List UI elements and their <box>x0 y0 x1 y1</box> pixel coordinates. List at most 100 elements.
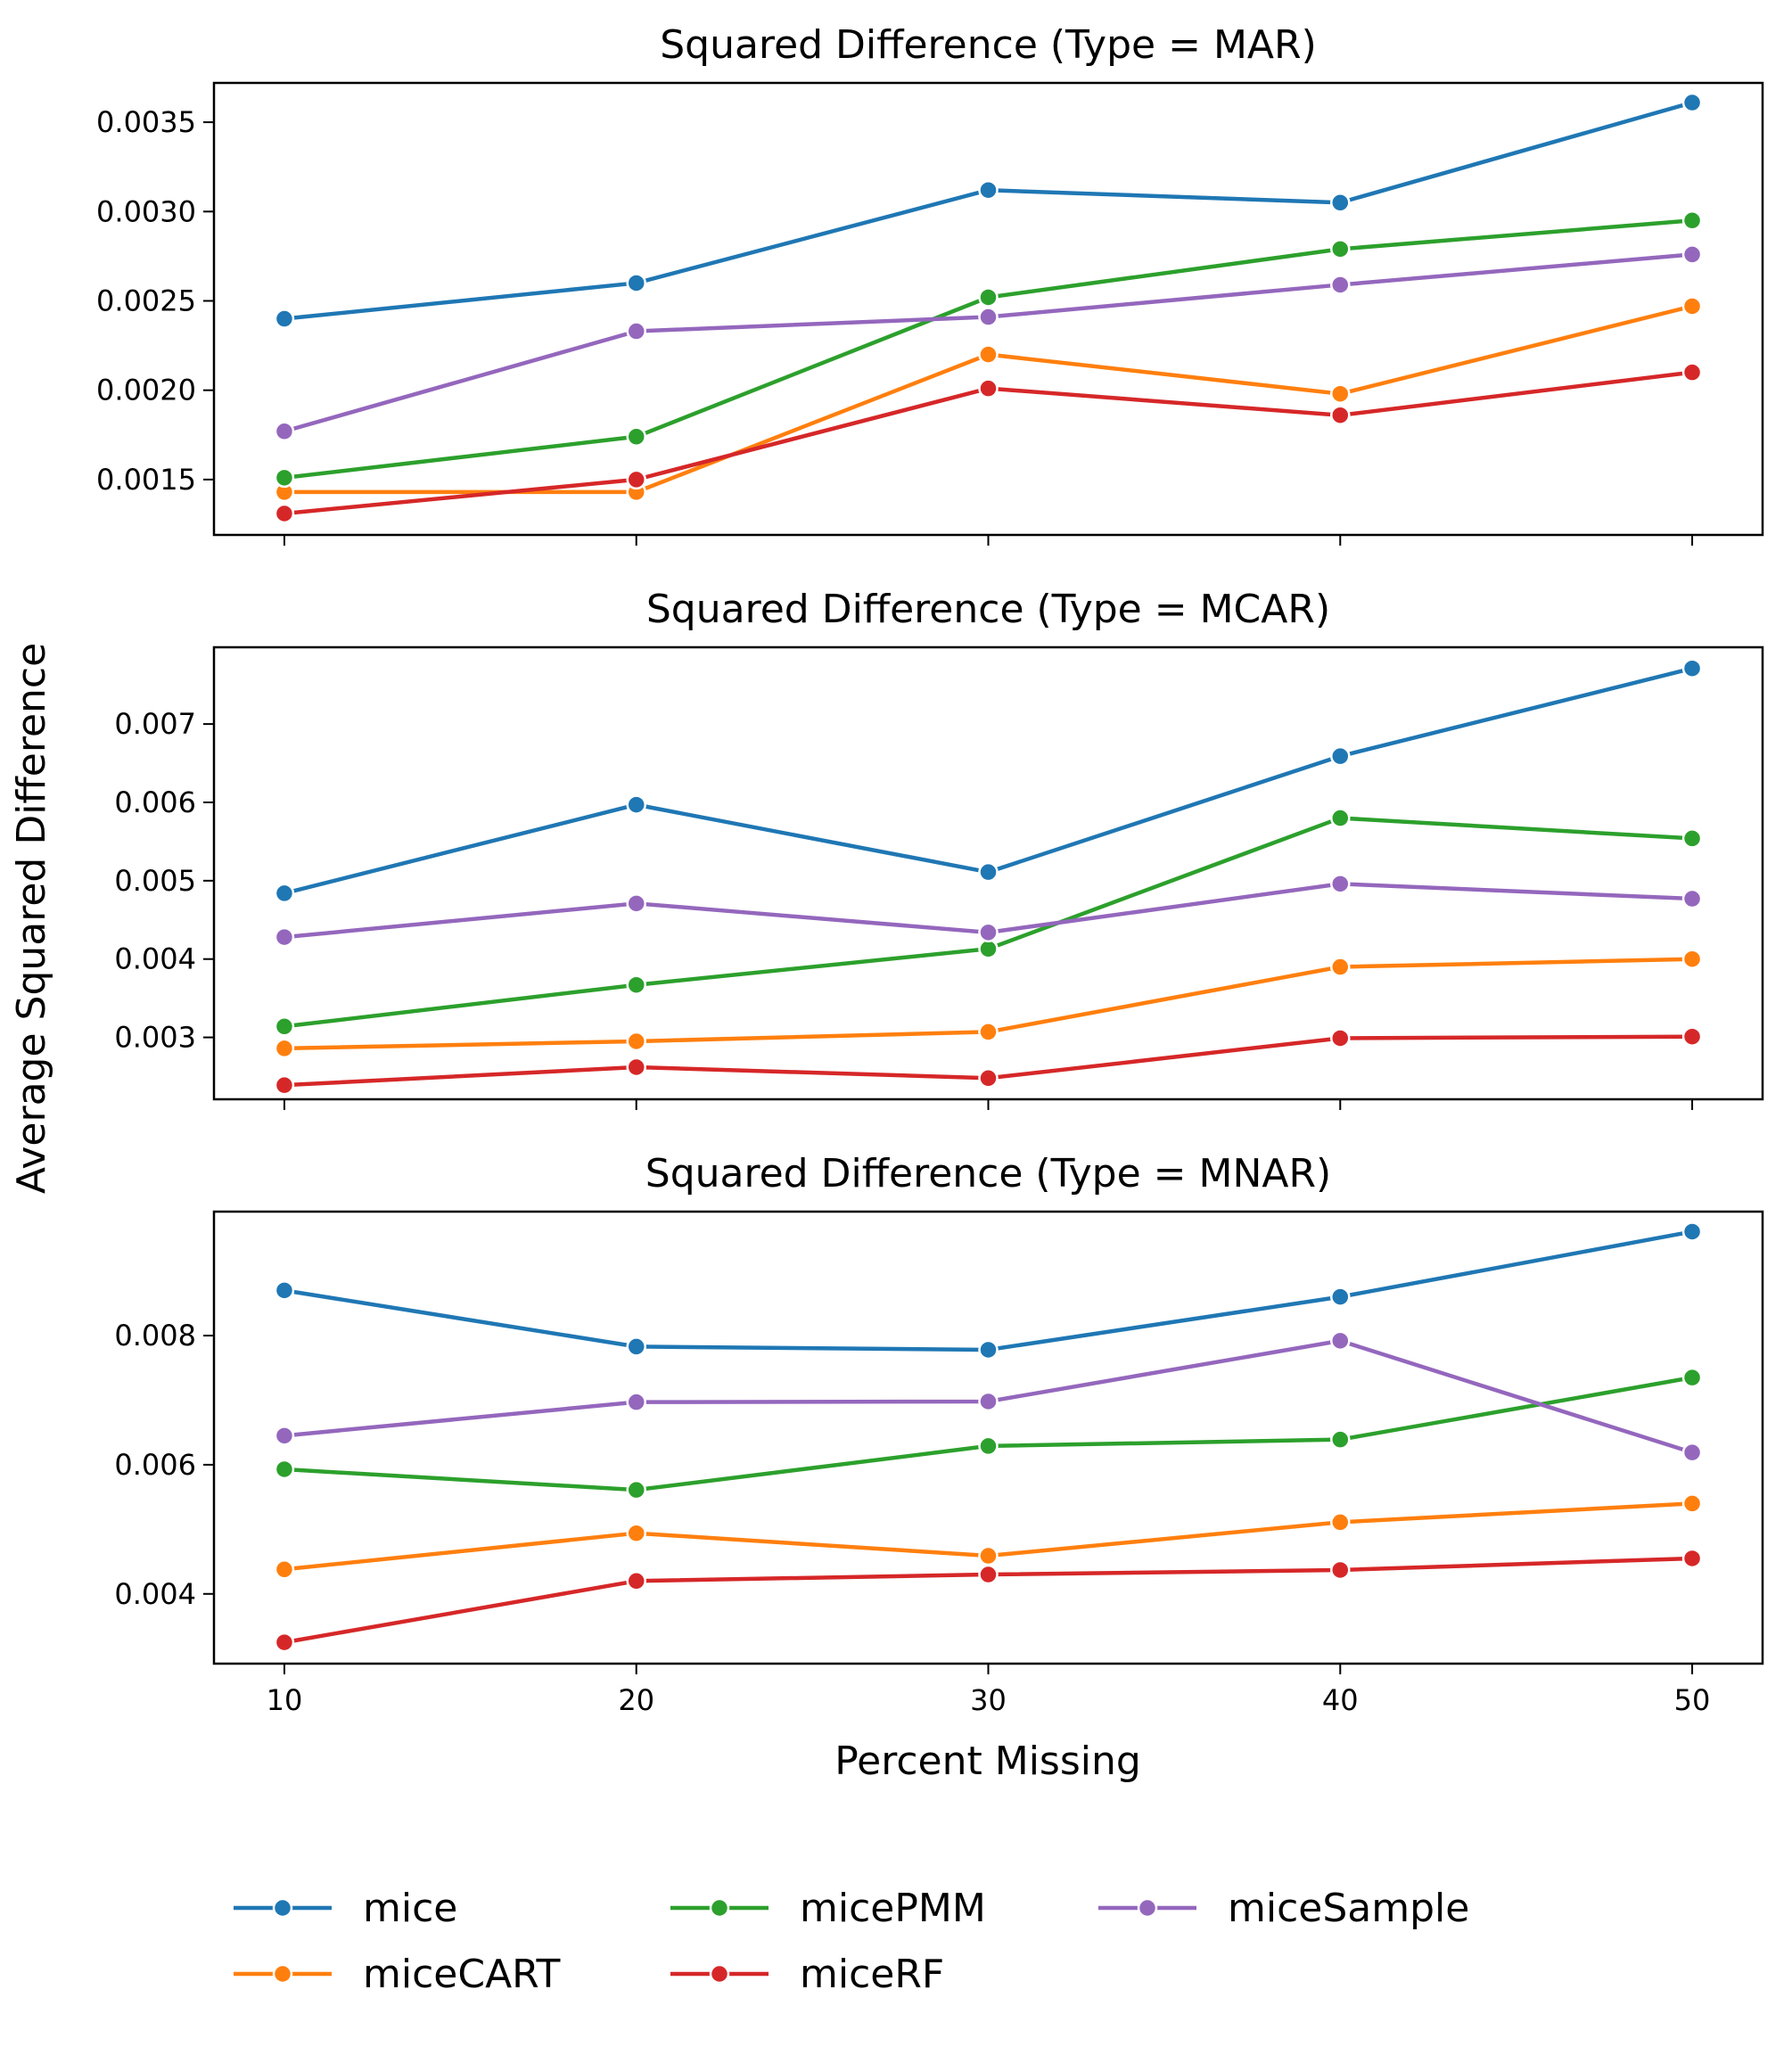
panel-title: Squared Difference (Type = MCAR) <box>646 587 1330 632</box>
panel-title: Squared Difference (Type = MAR) <box>660 22 1317 68</box>
data-point-miceCART <box>1330 383 1351 404</box>
y-tick-label: 0.0015 <box>96 463 196 497</box>
data-point-mice <box>626 794 646 815</box>
data-point-mice <box>1681 92 1703 113</box>
panel-title: Squared Difference (Type = MNAR) <box>645 1151 1331 1196</box>
series-line-mice <box>282 1229 1695 1352</box>
data-point-miceRF <box>626 1571 646 1591</box>
data-point-micePMM <box>1330 1429 1351 1450</box>
data-point-miceSample <box>1681 244 1703 265</box>
data-point-miceCART <box>274 1038 295 1059</box>
y-tick-label: 0.0035 <box>96 105 196 139</box>
data-point-miceSample <box>274 926 295 948</box>
plot-frame <box>212 645 1764 1101</box>
data-point-micePMM <box>978 1435 999 1457</box>
y-tick-label: 0.004 <box>114 942 196 976</box>
data-point-miceCART <box>274 1559 295 1580</box>
data-point-micePMM <box>274 467 295 489</box>
data-point-miceSample <box>274 421 295 442</box>
data-point-miceCART <box>1681 296 1703 317</box>
series-line-micePMM <box>282 816 1695 1029</box>
data-point-miceCART <box>978 344 999 365</box>
data-point-micePMM <box>1330 239 1351 259</box>
legend-entry-micePMM: micePMM <box>670 1886 986 1931</box>
data-point-miceRF <box>1330 405 1351 425</box>
data-point-micePMM <box>1681 828 1703 849</box>
x-tick-label: 10 <box>267 1683 303 1717</box>
panel-2: Squared Difference (Type = MCAR) 0.003 0.0… <box>114 587 1764 1110</box>
data-point-miceSample <box>1330 1330 1351 1352</box>
data-point-mice <box>1330 1287 1351 1307</box>
data-point-miceSample <box>1681 1442 1703 1463</box>
data-point-miceCART <box>978 1545 999 1566</box>
data-point-miceRF <box>274 503 295 524</box>
data-point-micePMM <box>626 1479 646 1500</box>
legend-label: mice <box>363 1886 457 1931</box>
data-point-mice <box>274 883 295 904</box>
data-point-miceSample <box>978 1391 999 1412</box>
data-point-micePMM <box>626 426 646 448</box>
legend-entry-mice: mice <box>234 1886 457 1931</box>
legend-label: miceRF <box>800 1952 944 1997</box>
x-axis-label: Percent Missing <box>834 1739 1141 1784</box>
data-point-miceRF <box>978 1068 999 1089</box>
data-point-miceRF <box>626 469 646 490</box>
data-point-mice <box>1681 1221 1703 1242</box>
data-point-miceSample <box>1330 874 1351 894</box>
y-tick-label: 0.003 <box>114 1021 196 1055</box>
data-point-miceCART <box>1681 1493 1703 1514</box>
series-line-miceSample <box>282 252 1695 434</box>
y-tick-label: 0.0025 <box>96 284 196 317</box>
legend-label: miceCART <box>363 1952 561 1997</box>
data-point-miceSample <box>1681 888 1703 909</box>
data-point-micePMM <box>978 287 999 308</box>
legend-label: micePMM <box>800 1886 986 1931</box>
panels: Squared Difference (Type = MAR) 0.0015 0.0… <box>96 22 1764 1717</box>
y-axis-label: Average Squared Difference <box>9 643 54 1194</box>
legend-marker <box>709 1963 730 1985</box>
y-tick-label: 0.007 <box>114 707 196 741</box>
plot-frame <box>212 1210 1764 1665</box>
data-point-miceCART <box>626 1031 646 1052</box>
panel-1: Squared Difference (Type = MAR) 0.0015 0.0… <box>96 22 1764 546</box>
data-point-miceSample <box>1330 275 1351 295</box>
data-point-miceSample <box>626 1392 646 1412</box>
data-point-miceCART <box>978 1022 999 1042</box>
legend-marker <box>709 1897 730 1919</box>
x-tick-label: 40 <box>1322 1683 1359 1717</box>
panel-3: Squared Difference (Type = MNAR) 0.004 0.0… <box>114 1151 1764 1717</box>
data-point-mice <box>274 1280 295 1301</box>
y-tick-label: 0.0030 <box>96 194 196 228</box>
series-line-mice <box>282 666 1695 896</box>
x-tick-label: 20 <box>618 1683 654 1717</box>
data-point-miceRF <box>626 1056 646 1078</box>
data-point-mice <box>978 1339 999 1361</box>
plot-frame <box>212 81 1764 537</box>
y-tick-label: 0.0020 <box>96 374 196 407</box>
data-point-miceRF <box>1330 1028 1351 1048</box>
data-point-miceRF <box>1330 1559 1351 1581</box>
data-point-micePMM <box>1330 808 1351 828</box>
y-tick-label: 0.004 <box>114 1577 196 1611</box>
data-point-miceCART <box>1681 949 1703 969</box>
data-point-miceRF <box>978 1564 999 1585</box>
data-point-micePMM <box>274 1016 295 1037</box>
data-point-mice <box>1330 745 1351 767</box>
series-line-mice <box>282 100 1695 321</box>
data-point-miceSample <box>274 1426 295 1446</box>
legend-entry-miceCART: miceCART <box>234 1952 561 1997</box>
data-point-mice <box>626 273 646 293</box>
data-point-miceRF <box>1681 1548 1703 1569</box>
data-point-mice <box>978 861 999 883</box>
data-point-micePMM <box>1681 1367 1703 1388</box>
data-point-miceSample <box>978 922 999 943</box>
data-point-miceRF <box>274 1632 295 1653</box>
data-point-miceCART <box>1330 1512 1351 1533</box>
data-point-miceRF <box>274 1074 295 1096</box>
data-point-micePMM <box>274 1459 295 1480</box>
data-point-micePMM <box>978 939 999 959</box>
x-tick-label: 50 <box>1674 1683 1711 1717</box>
y-tick-label: 0.006 <box>114 1448 196 1482</box>
legend-entry-miceRF: miceRF <box>670 1952 944 1997</box>
data-point-mice <box>274 308 295 329</box>
